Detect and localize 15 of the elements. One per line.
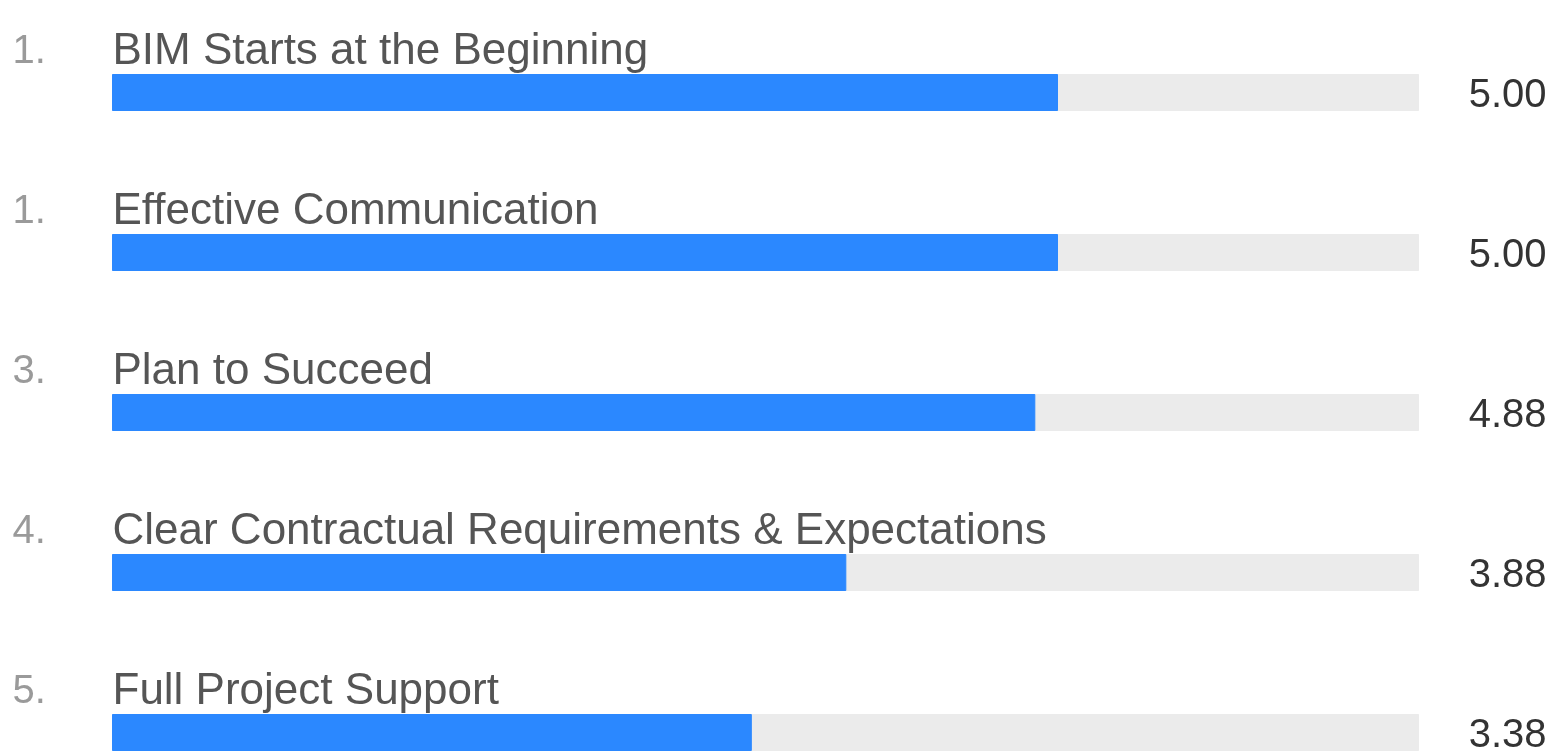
- text: 4.: [12, 506, 46, 551]
- data-label: 5.00: [1468, 70, 1547, 115]
- data-label: 5.00: [1468, 230, 1547, 275]
- data-label: 4.88: [1468, 390, 1547, 435]
- y-tick-label: Clear Contractual Requirements & Expectations: [112, 504, 1047, 553]
- y-tick-label: BIM Starts at the Beginning: [112, 24, 649, 73]
- y-tick-label: Plan to Succeed: [112, 344, 433, 393]
- y-tick-label: Effective Communication: [112, 184, 599, 233]
- text: 1.: [12, 26, 46, 71]
- data-label: 3.88: [1468, 550, 1547, 595]
- data-label: 3.38: [1468, 710, 1547, 755]
- text: 5.: [12, 666, 46, 711]
- text: 1.: [12, 186, 46, 231]
- text: 3.: [12, 346, 46, 391]
- y-tick-label: Full Project Support: [112, 664, 499, 713]
